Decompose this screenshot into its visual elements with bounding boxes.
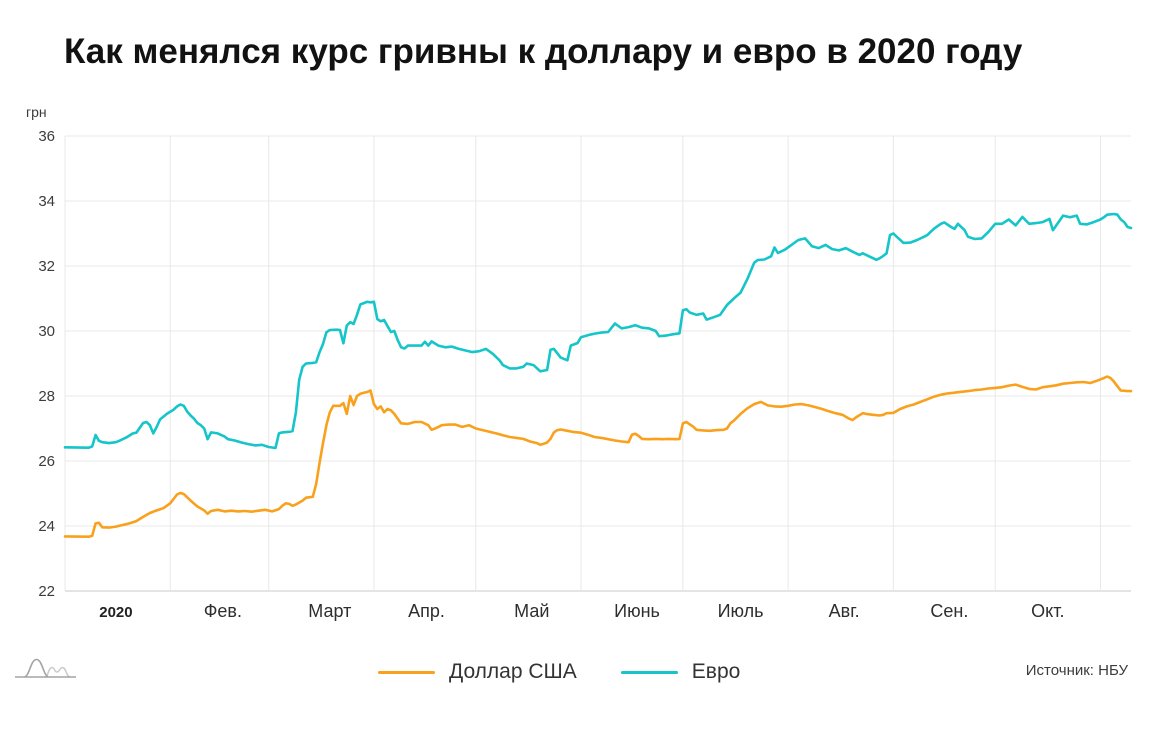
x-tick-label-2020: 2020 — [99, 604, 132, 621]
x-tick-label-Авг.: Авг. — [829, 601, 860, 621]
legend-item-usd: Доллар США — [378, 660, 577, 684]
usd-series-line — [63, 375, 1133, 539]
y-tick-label-32: 32 — [38, 258, 55, 275]
x-tick-label-Июнь: Июнь — [614, 601, 660, 621]
page-title: Как менялся курс гривны к доллару и евро… — [64, 32, 1023, 71]
y-tick-label-30: 30 — [38, 323, 55, 340]
source-credit: Источник: НБУ — [1025, 662, 1128, 679]
legend-item-eur: Евро — [620, 660, 741, 684]
y-tick-label-34: 34 — [38, 193, 55, 210]
x-tick-label-Окт.: Окт. — [1031, 601, 1064, 621]
x-tick-label-Сен.: Сен. — [930, 601, 968, 621]
y-tick-label-28: 28 — [38, 388, 55, 405]
y-tick-label-22: 22 — [38, 583, 55, 600]
y-tick-label-24: 24 — [38, 518, 55, 535]
legend-label-eur: Евро — [691, 660, 741, 683]
chart-legend: Доллар США Евро — [378, 660, 740, 684]
footer: Доллар США Евро Источник: НБУ — [0, 652, 1164, 696]
x-tick-label-Март: Март — [308, 601, 351, 621]
x-tick-label-Июль: Июль — [718, 601, 764, 621]
exchange-rate-chart: 22 24 26 28 30 32 34 36 грн 2020 Фев. Март Апр. Май Ию… — [26, 104, 1133, 621]
y-axis-unit-label: грн — [26, 104, 47, 120]
eur-line-swatch — [620, 670, 678, 674]
usd-line-swatch — [378, 670, 435, 674]
eur-series-line — [63, 212, 1133, 450]
legend-label-usd: Доллар США — [449, 660, 577, 683]
x-tick-label-Апр.: Апр. — [408, 601, 445, 621]
logo-waves-icon — [15, 658, 76, 678]
x-tick-label-Фев.: Фев. — [204, 601, 242, 621]
y-tick-label-36: 36 — [38, 128, 55, 145]
y-tick-label-26: 26 — [38, 453, 55, 470]
x-tick-label-Май: Май — [514, 601, 549, 621]
